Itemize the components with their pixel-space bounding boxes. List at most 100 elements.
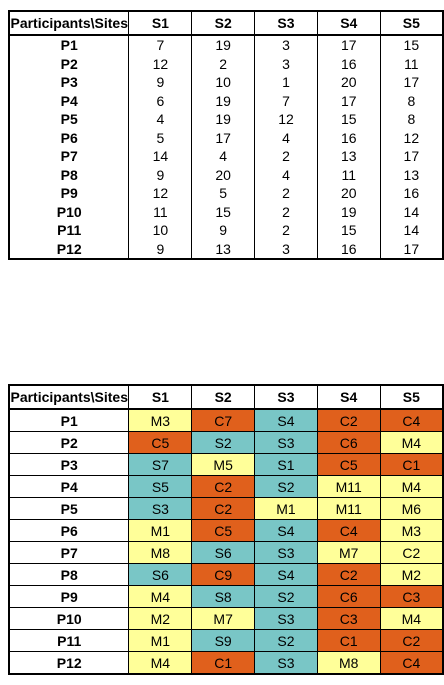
code-cell: M6 (380, 497, 444, 520)
code-cell: S8 (191, 585, 256, 608)
value-cell: 6 (128, 91, 193, 110)
code-cell: C1 (317, 629, 381, 652)
value-cell: 15 (191, 202, 256, 221)
site-header: S1 (128, 11, 193, 36)
participant-label: P10 (9, 607, 130, 630)
participant-label: P1 (9, 409, 130, 432)
code-cell: C2 (191, 475, 256, 498)
code-cell: C2 (317, 563, 381, 586)
code-cell: S3 (254, 431, 318, 454)
site-header: S1 (128, 385, 193, 410)
table-row: P4 6 19 7 17 8 (9, 91, 444, 110)
table-row: P7 M8 S6 S3 M7 C2 (9, 541, 444, 564)
table-row: P1 7 19 3 17 15 (9, 35, 444, 55)
table-row: P3 S7 M5 S1 C5 C1 (9, 453, 444, 476)
code-cell: C1 (191, 651, 256, 675)
value-cell: 20 (191, 165, 256, 184)
site-header: S2 (191, 11, 256, 36)
value-cell: 11 (380, 54, 444, 73)
table-row: P8 S6 C9 S4 C2 M2 (9, 563, 444, 586)
code-cell: S9 (191, 629, 256, 652)
value-cell: 2 (254, 221, 318, 240)
value-cell: 12 (380, 128, 444, 147)
value-cell: 1 (254, 73, 318, 92)
code-cell: S6 (128, 563, 193, 586)
code-cell: M1 (128, 629, 193, 652)
value-cell: 14 (380, 202, 444, 221)
value-cell: 14 (128, 147, 193, 166)
code-cell: S6 (191, 541, 256, 564)
value-cell: 15 (380, 35, 444, 55)
value-cell: 3 (254, 239, 318, 259)
code-cell: M8 (128, 541, 193, 564)
participant-label: P7 (9, 147, 130, 166)
site-header: S5 (380, 11, 444, 36)
participant-label: P5 (9, 110, 130, 129)
value-cell: 15 (317, 221, 381, 240)
code-cell: S3 (254, 607, 318, 630)
corner-header: Participants\Sites (9, 385, 130, 410)
site-header: S2 (191, 385, 256, 410)
value-cell: 2 (191, 54, 256, 73)
participant-label: P5 (9, 497, 130, 520)
corner-header: Participants\Sites (9, 11, 130, 36)
code-cell: C6 (317, 585, 381, 608)
value-cell: 8 (380, 91, 444, 110)
value-cell: 3 (254, 35, 318, 55)
code-cell: S2 (254, 629, 318, 652)
value-cell: 17 (317, 91, 381, 110)
color-coded-table: Participants\Sites S1 S2 S3 S4 S5 P1 M3 C7… (8, 384, 444, 675)
participant-label: P2 (9, 54, 130, 73)
table-header-row: Participants\Sites S1 S2 S3 S4 S5 (9, 385, 444, 410)
code-cell: C7 (191, 409, 256, 432)
code-cell: C6 (317, 431, 381, 454)
participant-label: P8 (9, 165, 130, 184)
code-cell: C2 (380, 629, 444, 652)
value-cell: 7 (254, 91, 318, 110)
value-cell: 20 (317, 184, 381, 203)
code-cell: S5 (128, 475, 193, 498)
table-row: P2 C5 S2 S3 C6 M4 (9, 431, 444, 454)
value-cell: 17 (380, 73, 444, 92)
value-cell: 19 (317, 202, 381, 221)
table-row: P1 M3 C7 S4 C2 C4 (9, 409, 444, 432)
value-cell: 7 (128, 35, 193, 55)
code-cell: M1 (254, 497, 318, 520)
value-cell: 9 (128, 239, 193, 259)
value-cell: 2 (254, 202, 318, 221)
site-header: S4 (317, 385, 381, 410)
value-cell: 2 (254, 147, 318, 166)
participant-label: P9 (9, 184, 130, 203)
value-cell: 8 (380, 110, 444, 129)
participant-label: P12 (9, 651, 130, 675)
value-cell: 16 (380, 184, 444, 203)
code-cell: C1 (380, 453, 444, 476)
value-cell: 10 (191, 73, 256, 92)
value-cell: 17 (380, 147, 444, 166)
code-cell: M2 (128, 607, 193, 630)
value-cell: 11 (128, 202, 193, 221)
code-cell: M4 (128, 651, 193, 675)
table-row: P8 9 20 4 11 13 (9, 165, 444, 184)
site-header: S4 (317, 11, 381, 36)
participant-label: P1 (9, 35, 130, 55)
participant-label: P11 (9, 221, 130, 240)
code-cell: S4 (254, 563, 318, 586)
code-cell: S3 (128, 497, 193, 520)
value-cell: 10 (128, 221, 193, 240)
code-cell: S4 (254, 519, 318, 542)
table-row: P6 5 17 4 16 12 (9, 128, 444, 147)
table-row: P4 S5 C2 S2 M11 M4 (9, 475, 444, 498)
code-cell: M11 (317, 475, 381, 498)
code-cell: C4 (380, 409, 444, 432)
code-cell: S4 (254, 409, 318, 432)
value-cell: 14 (380, 221, 444, 240)
table-row: P5 S3 C2 M1 M11 M6 (9, 497, 444, 520)
value-cell: 16 (317, 239, 381, 259)
value-cell: 4 (128, 110, 193, 129)
table-row: P11 10 9 2 15 14 (9, 221, 444, 240)
value-cell: 13 (191, 239, 256, 259)
table-row: P7 14 4 2 13 17 (9, 147, 444, 166)
value-cell: 9 (191, 221, 256, 240)
value-cell: 13 (380, 165, 444, 184)
